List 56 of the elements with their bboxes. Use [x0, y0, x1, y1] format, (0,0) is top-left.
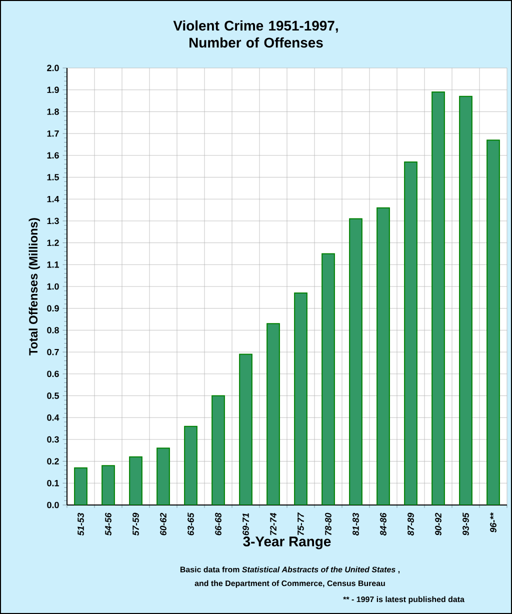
x-tick-label: 84-86 [380, 512, 386, 536]
bar [102, 465, 115, 505]
bar [486, 140, 500, 505]
y-tick-label: 0.1 [47, 480, 59, 486]
x-tick-label: 72-74 [270, 512, 276, 536]
x-tick-label: 63-65 [188, 512, 194, 536]
x-tick-label: 54-56 [105, 512, 112, 536]
y-tick-label: 0.0 [47, 502, 59, 508]
y-tick-label: 1.1 [47, 262, 59, 268]
y-tick-label: 1.9 [47, 86, 59, 94]
x-axis-title: 3-Year Range [243, 536, 331, 550]
x-tick-label: 93-95 [462, 512, 469, 536]
bar [74, 467, 88, 505]
y-tick-label: 1.3 [47, 218, 59, 224]
y-tick-label: 0.9 [47, 305, 59, 312]
x-tick-label: 51-53 [78, 512, 84, 536]
y-tick-label: 0.7 [47, 348, 59, 356]
bar [349, 218, 362, 505]
x-tick-label: 90-92 [435, 512, 442, 536]
y-tick-label: 0.6 [47, 370, 59, 378]
bar [322, 253, 335, 505]
x-tick-label: 96-** [490, 512, 496, 532]
y-tick-label: 1.2 [47, 240, 59, 246]
bar [266, 323, 280, 505]
x-tick-label: 81-83 [352, 512, 359, 536]
y-tick-label: 1.7 [47, 130, 59, 137]
y-tick-label: 1.4 [47, 196, 60, 202]
y-tick-label: 0.8 [47, 327, 59, 334]
y-tick-label: 0.2 [47, 458, 59, 464]
x-tick-label: 78-80 [325, 512, 332, 536]
x-tick-label: 60-62 [160, 512, 166, 536]
y-tick-label: 0.5 [47, 392, 59, 399]
y-tick-label: 1.8 [47, 108, 59, 115]
y-tick-label: 1.0 [47, 283, 59, 290]
bar [432, 92, 445, 505]
bar [239, 354, 252, 505]
y-tick-label: 1.6 [47, 152, 59, 159]
y-tick-label: 0.4 [47, 414, 60, 421]
x-tick-label: 75-77 [298, 512, 304, 536]
y-tick-label: 0.3 [47, 436, 59, 443]
bar [212, 395, 225, 505]
x-tick-label: 66-68 [215, 512, 222, 536]
chart-title: Violent Crime 1951-1997, Number of Offenses [173, 20, 338, 48]
bar [376, 207, 390, 505]
bar [294, 292, 308, 505]
bar [129, 456, 142, 505]
y-tick-label: 2.0 [47, 64, 59, 72]
y-axis-title: Total Offenses (Millions) [28, 218, 40, 356]
y-tick-label: 1.5 [47, 174, 59, 180]
bar [459, 96, 472, 505]
bar [404, 161, 418, 505]
x-tick-label: 69-71 [242, 513, 249, 536]
bar [156, 448, 170, 505]
x-tick-label: 87-89 [408, 512, 414, 536]
x-tick-label: 57-59 [132, 512, 139, 536]
bar [184, 426, 198, 505]
